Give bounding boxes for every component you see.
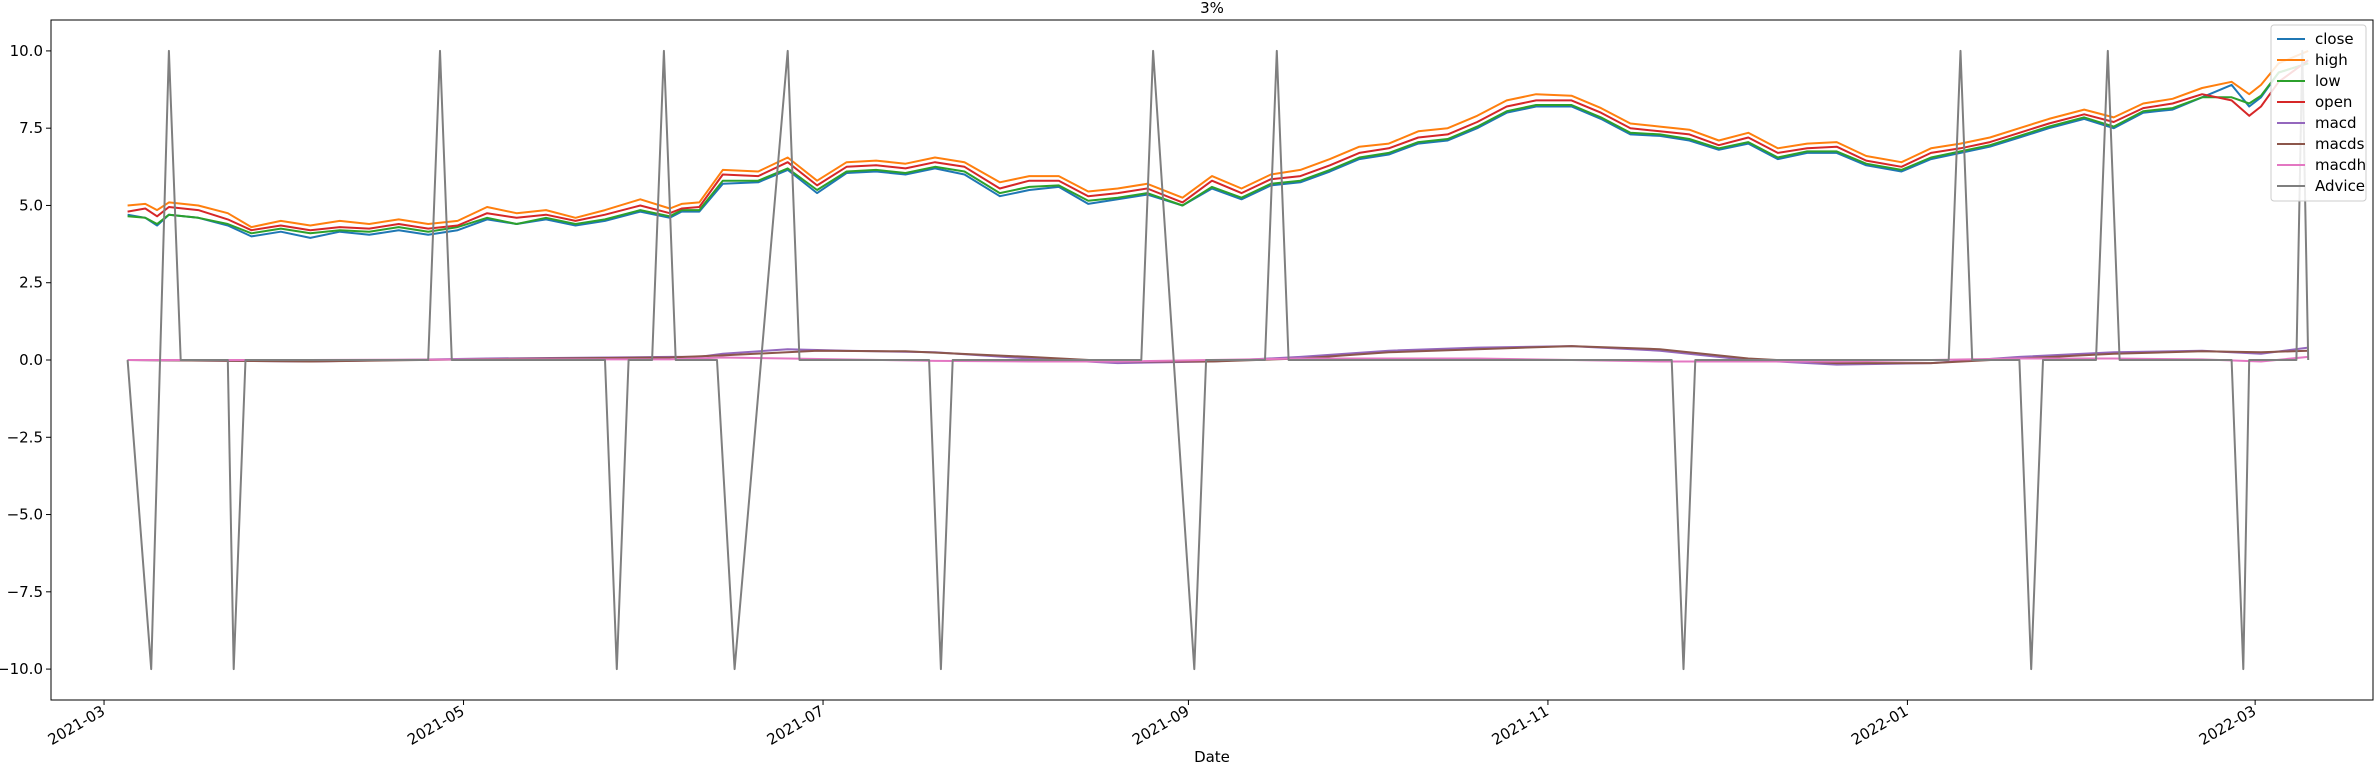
y-tick-label: 0.0 xyxy=(19,351,43,369)
y-tick-label: −5.0 xyxy=(7,506,43,524)
y-tick-label: −7.5 xyxy=(7,583,43,601)
legend: close high low open macd macds macdh Advice xyxy=(2270,24,2367,202)
legend-label: close xyxy=(2315,30,2354,48)
y-tick-label: 7.5 xyxy=(19,119,43,137)
y-tick-label: −2.5 xyxy=(7,428,43,446)
x-axis-label: Date xyxy=(1194,748,1230,766)
legend-label: Advice xyxy=(2315,177,2365,195)
legend-label: macdh xyxy=(2315,156,2366,174)
series-line-high xyxy=(127,49,2309,229)
y-tick-label: 5.0 xyxy=(19,196,43,214)
y-tick-label: −10.0 xyxy=(0,660,43,678)
series-line-advice xyxy=(126,49,2310,671)
legend-label: macds xyxy=(2315,135,2365,153)
legend-label: open xyxy=(2315,93,2352,111)
y-axis: −10.0 −7.5 −5.0 −2.5 0.0 2.5 5.0 7.5 10.0 xyxy=(0,42,51,678)
legend-label: high xyxy=(2315,51,2348,69)
chart-title: 3% xyxy=(1200,0,1224,17)
legend-label: macd xyxy=(2315,114,2357,132)
series-line-macds xyxy=(127,345,2309,365)
legend-box xyxy=(2270,24,2367,202)
y-tick-label: 10.0 xyxy=(10,42,43,60)
series-line-open xyxy=(127,59,2309,232)
series-line-low xyxy=(127,62,2309,235)
y-tick-label: 2.5 xyxy=(19,274,43,292)
legend-label: low xyxy=(2315,72,2341,90)
series-line-macdh xyxy=(127,355,2309,363)
series-layer xyxy=(126,49,2310,671)
